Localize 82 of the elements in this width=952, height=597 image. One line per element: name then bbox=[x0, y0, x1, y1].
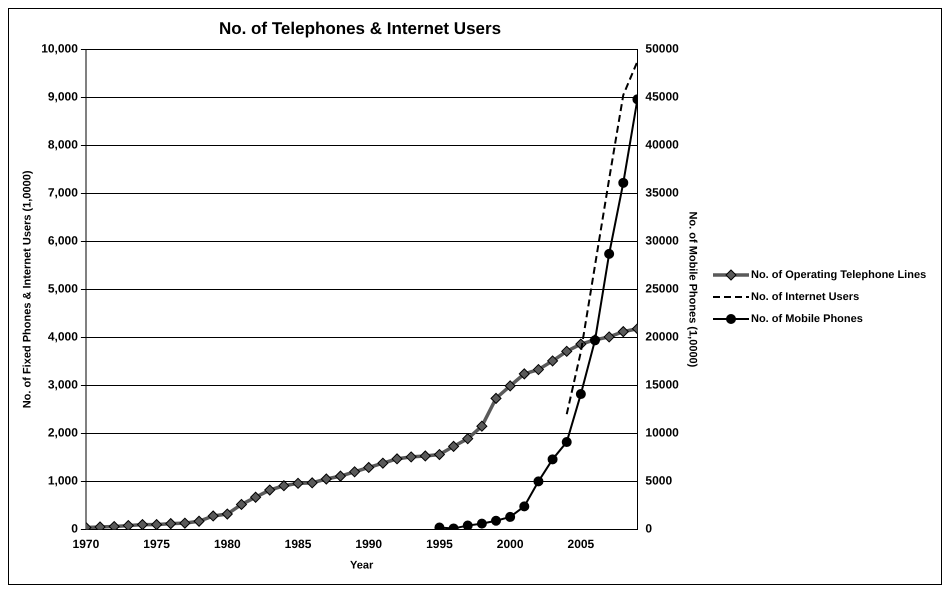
point bbox=[518, 368, 530, 380]
point bbox=[179, 518, 190, 529]
point bbox=[420, 450, 431, 462]
point bbox=[306, 477, 318, 488]
point bbox=[136, 519, 148, 530]
point bbox=[532, 364, 544, 376]
point bbox=[476, 518, 487, 529]
point bbox=[576, 389, 586, 400]
chart-title: No. of Telephones & Internet Users bbox=[218, 18, 502, 38]
x-tick-label: 1970 bbox=[72, 536, 100, 551]
x-tick-label: 1990 bbox=[355, 536, 382, 551]
x-tick-label: 2005 bbox=[568, 536, 595, 551]
y2-tick-label: 40000 bbox=[645, 138, 680, 152]
y2-tick-label: 25000 bbox=[645, 282, 680, 296]
x-tick-label: 1995 bbox=[426, 536, 454, 551]
point bbox=[363, 462, 374, 473]
y-tick-label: 4,000 bbox=[48, 330, 78, 344]
point bbox=[278, 480, 290, 492]
y-tick-label: 1,000 bbox=[48, 474, 78, 488]
y2-tick-label: 0 bbox=[645, 522, 652, 536]
legend-label: No. of Mobile Phones bbox=[751, 312, 863, 324]
y-tick-label: 9,000 bbox=[48, 90, 78, 104]
point bbox=[604, 248, 614, 259]
point bbox=[505, 512, 516, 522]
point bbox=[349, 466, 360, 478]
y-tick-label: 6,000 bbox=[48, 234, 78, 248]
point bbox=[462, 520, 473, 530]
y-tick-label: 2,000 bbox=[48, 426, 78, 440]
point bbox=[165, 518, 176, 530]
point bbox=[236, 498, 247, 510]
y2-axis-title: No. of Mobile Phones (1,0000) bbox=[686, 211, 698, 368]
y2-tick-label: 50000 bbox=[645, 42, 680, 56]
x-tick-label: 1980 bbox=[214, 536, 241, 551]
point bbox=[292, 478, 304, 489]
x-axis-title: Year bbox=[350, 559, 374, 572]
y-tick-label: 5,000 bbox=[48, 282, 78, 296]
y2-tick-label: 45000 bbox=[645, 90, 680, 104]
y2-tick-label: 5000 bbox=[645, 474, 672, 488]
point bbox=[462, 433, 474, 444]
y2-tick-label: 15000 bbox=[645, 378, 680, 392]
x-tick-label: 2000 bbox=[496, 536, 524, 551]
point bbox=[618, 326, 629, 338]
y-axis-title: No. of Fixed Phones & Internet Users (1,0000) bbox=[22, 170, 34, 408]
y-tick-label: 7,000 bbox=[48, 186, 78, 200]
point bbox=[548, 454, 558, 464]
point bbox=[504, 380, 516, 392]
point bbox=[490, 392, 502, 404]
y2-tick-label: 20000 bbox=[645, 330, 680, 344]
legend-label: No. of Operating Telephone Lines bbox=[751, 268, 926, 280]
point bbox=[377, 458, 388, 469]
y2-tick-label: 30000 bbox=[645, 234, 680, 248]
point bbox=[562, 437, 572, 448]
point bbox=[406, 451, 417, 462]
point bbox=[334, 470, 346, 482]
y-tick-label: 3,000 bbox=[48, 378, 78, 392]
point bbox=[194, 516, 205, 527]
point bbox=[547, 355, 558, 366]
y-tick-label: 8,000 bbox=[48, 138, 78, 152]
point bbox=[491, 516, 502, 526]
point bbox=[250, 492, 262, 503]
x-tick-label: 1985 bbox=[284, 536, 312, 551]
point bbox=[434, 449, 445, 460]
point bbox=[561, 346, 572, 357]
point bbox=[208, 510, 219, 522]
point bbox=[533, 476, 544, 486]
point bbox=[604, 331, 615, 342]
y-tick-label: 10,000 bbox=[41, 42, 78, 56]
point bbox=[264, 484, 276, 496]
y2-tick-label: 10000 bbox=[645, 426, 680, 440]
point bbox=[122, 520, 134, 530]
x-tick-label: 1975 bbox=[143, 536, 170, 551]
point bbox=[151, 519, 162, 530]
point bbox=[519, 501, 530, 512]
y-tick-label: 0 bbox=[71, 522, 78, 536]
point bbox=[222, 508, 233, 520]
point bbox=[392, 453, 403, 464]
point bbox=[320, 474, 332, 484]
point bbox=[448, 440, 460, 452]
point bbox=[618, 178, 628, 188]
legend-label: No. of Internet Users bbox=[751, 290, 860, 302]
y2-tick-label: 35000 bbox=[645, 186, 680, 200]
point bbox=[476, 420, 488, 432]
